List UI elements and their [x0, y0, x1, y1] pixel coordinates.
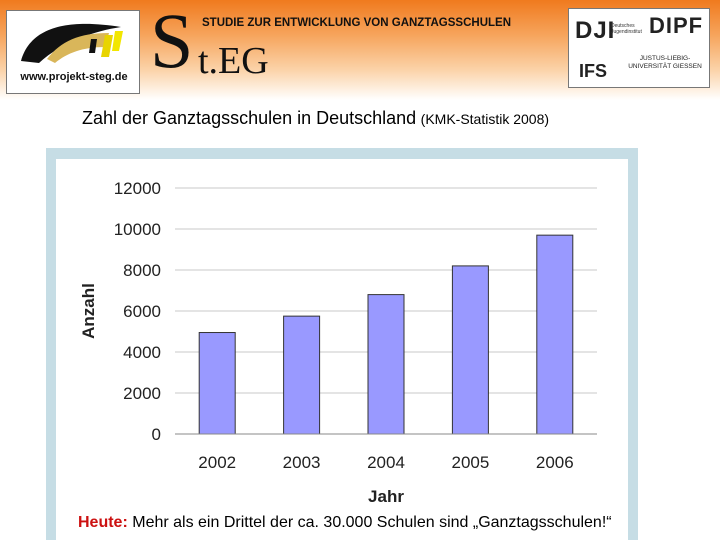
steg-wordmark-initial: S — [150, 0, 194, 84]
bar-chart: 0 2000 4000 6000 8000 10000 12000 2002 2003 2004 2… — [79, 179, 597, 506]
y-axis-title: Anzahl — [79, 283, 98, 339]
study-title: STUDIE ZUR ENTWICKLUNG VON GANZTAGSSCHUL… — [202, 17, 512, 29]
ifs-logo: IFS — [579, 61, 608, 81]
dji-logo: DJI — [575, 17, 616, 44]
dji-subtitle: Deutsches Jugendinstitut — [611, 23, 642, 35]
x-tick-label: 2006 — [536, 453, 574, 472]
x-tick-label: 2004 — [367, 453, 405, 472]
x-axis-title: Jahr — [368, 487, 404, 506]
footer-text: Mehr als ein Drittel der ca. 30.000 Schu… — [132, 514, 612, 531]
x-tick-label: 2003 — [283, 453, 321, 472]
steg-wordmark: t.EG — [198, 40, 269, 82]
steg-logo[interactable]: www.projekt-steg.de — [6, 10, 140, 94]
x-tick-label: 2005 — [451, 453, 489, 472]
bar-2004 — [367, 294, 405, 435]
uni-giessen-logo: JUSTUS-LIEBIG-UNIVERSITÄT GIESSEN — [628, 55, 702, 70]
footer-note: Heute: Mehr als ein Drittel der ca. 30.0… — [78, 514, 612, 532]
partner-logos: DJI Deutsches Jugendinstitut DIPF IFS JU… — [568, 8, 710, 88]
title-source: (KMK-Statistik 2008) — [420, 111, 550, 127]
y-tick-label: 12000 — [114, 179, 161, 198]
y-tick-label: 10000 — [114, 220, 161, 239]
y-tick-label: 0 — [152, 425, 161, 444]
title-main: Zahl der Ganztagsschulen in Deutschland — [82, 108, 417, 128]
y-tick-label: 4000 — [123, 343, 161, 362]
footer-highlight: Heute: — [78, 514, 128, 531]
chart-panel: 0 2000 4000 6000 8000 10000 12000 2002 2003 2004 2… — [56, 159, 628, 540]
bar-2006 — [536, 234, 574, 435]
page-title: Zahl der Ganztagsschulen in Deutschland … — [82, 108, 549, 129]
y-tick-label: 6000 — [123, 302, 161, 321]
bar-2002 — [198, 332, 236, 435]
bar-2003 — [283, 315, 321, 435]
x-tick-label: 2002 — [198, 453, 236, 472]
steg-swoosh-icon — [21, 23, 123, 63]
y-tick-label: 8000 — [123, 261, 161, 280]
dipf-logo: DIPF — [649, 13, 704, 38]
project-url[interactable]: www.projekt-steg.de — [20, 71, 128, 83]
bar-2005 — [451, 265, 489, 435]
y-tick-label: 2000 — [123, 384, 161, 403]
